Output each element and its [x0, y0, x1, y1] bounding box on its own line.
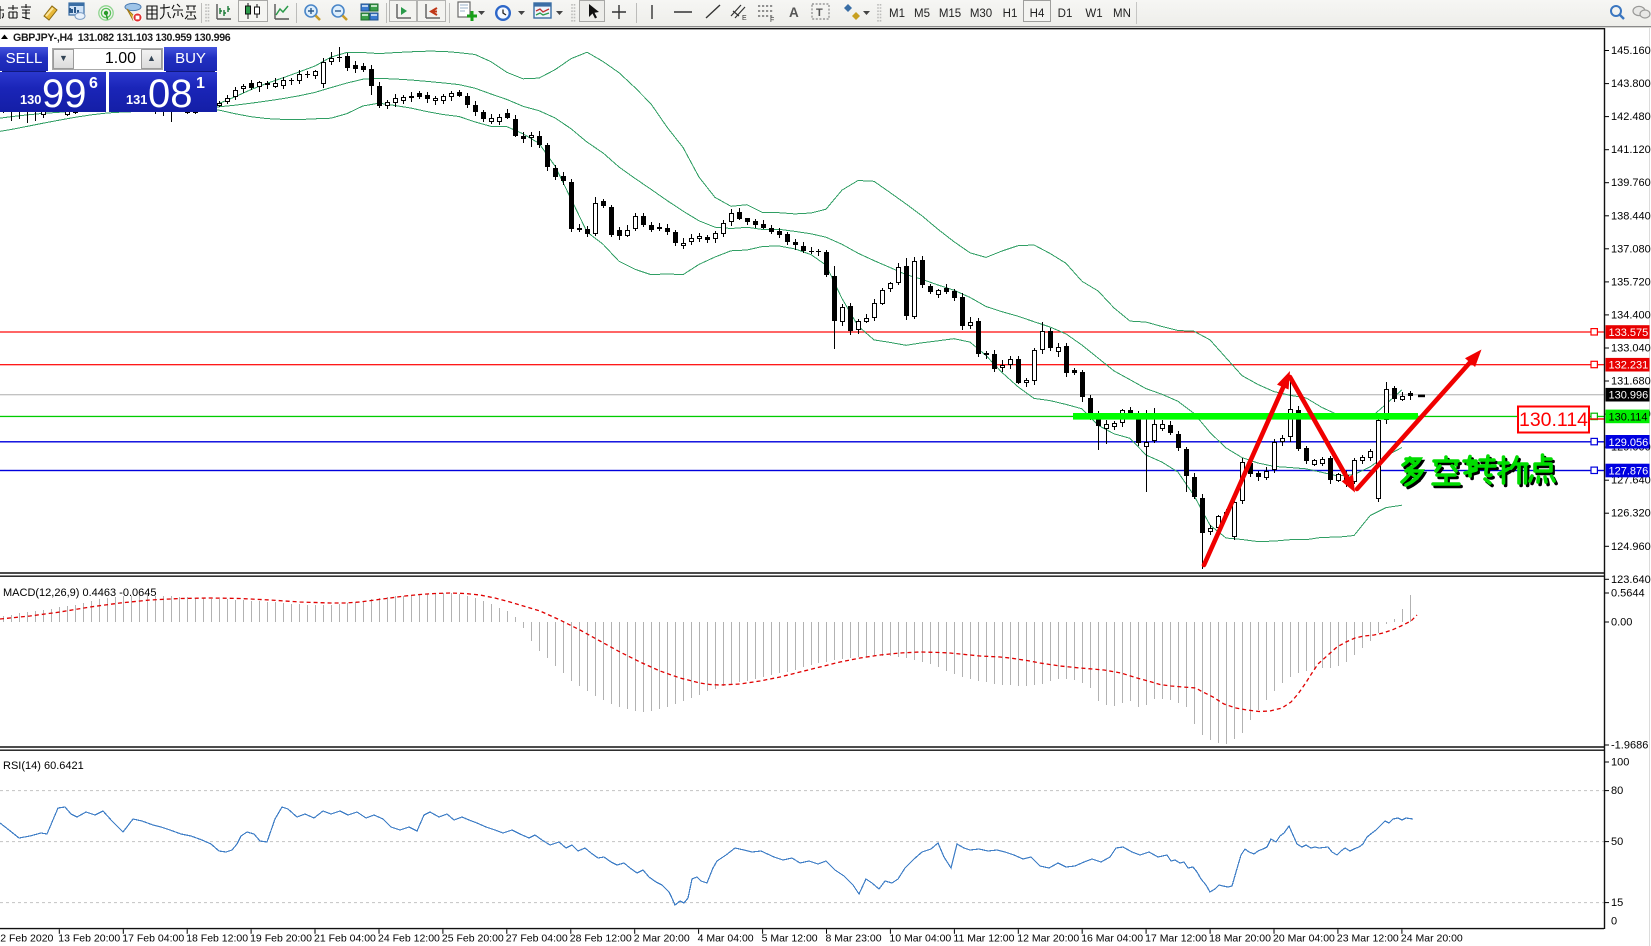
svg-text:13 Feb 20:00: 13 Feb 20:00	[58, 933, 120, 945]
svg-text:M1: M1	[889, 8, 905, 20]
svg-text:130.114: 130.114	[1519, 409, 1588, 431]
svg-text:24 Feb 12:00: 24 Feb 12:00	[378, 933, 440, 945]
svg-text:18 Mar 20:00: 18 Mar 20:00	[1209, 933, 1271, 945]
svg-text:25 Feb 20:00: 25 Feb 20:00	[442, 933, 504, 945]
svg-text:131.680: 131.680	[1611, 376, 1651, 388]
svg-text:F: F	[770, 17, 774, 24]
svg-text:126.320: 126.320	[1611, 508, 1651, 520]
svg-text:21 Feb 04:00: 21 Feb 04:00	[314, 933, 376, 945]
svg-text:127.640: 127.640	[1611, 475, 1651, 487]
svg-text:12 Feb 2020: 12 Feb 2020	[0, 933, 54, 945]
svg-text:A: A	[789, 5, 799, 20]
svg-text:19 Feb 20:00: 19 Feb 20:00	[250, 933, 312, 945]
svg-text:23 Mar 12:00: 23 Mar 12:00	[1337, 933, 1399, 945]
svg-text:130.114: 130.114	[1609, 411, 1648, 423]
svg-text:134.400: 134.400	[1611, 309, 1651, 321]
svg-text:D1: D1	[1058, 8, 1073, 20]
svg-text:H4: H4	[1030, 8, 1045, 20]
svg-text:50: 50	[1611, 836, 1623, 848]
svg-text:123.640: 123.640	[1611, 574, 1651, 586]
svg-text:MN: MN	[1113, 8, 1131, 20]
svg-text:133.575: 133.575	[1609, 327, 1649, 339]
svg-text:16 Mar 04:00: 16 Mar 04:00	[1081, 933, 1143, 945]
svg-text:0.5644: 0.5644	[1611, 588, 1645, 600]
svg-text:27 Feb 04:00: 27 Feb 04:00	[506, 933, 568, 945]
svg-text:138.440: 138.440	[1611, 210, 1651, 222]
svg-text:18 Feb 12:00: 18 Feb 12:00	[186, 933, 248, 945]
svg-text:139.760: 139.760	[1611, 177, 1651, 189]
svg-text:135.720: 135.720	[1611, 276, 1651, 288]
svg-text:137.080: 137.080	[1611, 243, 1651, 255]
svg-text:132.231: 132.231	[1609, 360, 1649, 372]
svg-text:28 Feb 12:00: 28 Feb 12:00	[570, 933, 632, 945]
svg-text:0.00: 0.00	[1611, 617, 1632, 629]
svg-text:130.996: 130.996	[1609, 390, 1649, 402]
svg-text:E: E	[742, 15, 747, 22]
svg-text:8 Mar 23:00: 8 Mar 23:00	[826, 933, 882, 945]
svg-text:20 Mar 04:00: 20 Mar 04:00	[1273, 933, 1335, 945]
svg-text:17 Mar 12:00: 17 Mar 12:00	[1145, 933, 1207, 945]
svg-text:12 Mar 20:00: 12 Mar 20:00	[1017, 933, 1079, 945]
svg-text:145.160: 145.160	[1611, 45, 1651, 57]
svg-text:133.040: 133.040	[1611, 343, 1651, 355]
svg-text:2 Mar 20:00: 2 Mar 20:00	[634, 933, 690, 945]
svg-text:143.800: 143.800	[1611, 78, 1651, 90]
svg-text:124.960: 124.960	[1611, 541, 1651, 553]
svg-text:M5: M5	[914, 8, 930, 20]
svg-text:-1.9686: -1.9686	[1611, 740, 1648, 752]
svg-text:142.480: 142.480	[1611, 111, 1651, 123]
svg-text:24 Mar 20:00: 24 Mar 20:00	[1401, 933, 1463, 945]
svg-text:0: 0	[1611, 916, 1617, 928]
svg-text:MACD(12,26,9) 0.4463 -0.0645: MACD(12,26,9) 0.4463 -0.0645	[3, 587, 156, 599]
svg-text:GBPJPY-,H4 131.082 131.103 13: GBPJPY-,H4 131.082 131.103 130.959 130.9…	[13, 32, 231, 44]
svg-text:127.876: 127.876	[1609, 466, 1649, 478]
svg-text:15: 15	[1611, 897, 1623, 909]
svg-text:129.056: 129.056	[1609, 437, 1649, 449]
svg-text:M30: M30	[970, 8, 992, 20]
svg-text:RSI(14) 60.6421: RSI(14) 60.6421	[3, 760, 84, 772]
svg-text:5 Mar 12:00: 5 Mar 12:00	[762, 933, 818, 945]
svg-text:T: T	[816, 7, 823, 19]
svg-text:H1: H1	[1003, 8, 1018, 20]
svg-text:11 Mar 12:00: 11 Mar 12:00	[953, 933, 1014, 945]
svg-text:4 Mar 04:00: 4 Mar 04:00	[698, 933, 754, 945]
svg-text:17 Feb 04:00: 17 Feb 04:00	[122, 933, 184, 945]
svg-text:M15: M15	[939, 8, 961, 20]
svg-text:10 Mar 04:00: 10 Mar 04:00	[889, 933, 951, 945]
svg-text:141.120: 141.120	[1611, 144, 1651, 156]
svg-text:W1: W1	[1085, 8, 1102, 20]
svg-text:100: 100	[1611, 757, 1629, 769]
svg-text:80: 80	[1611, 785, 1623, 797]
